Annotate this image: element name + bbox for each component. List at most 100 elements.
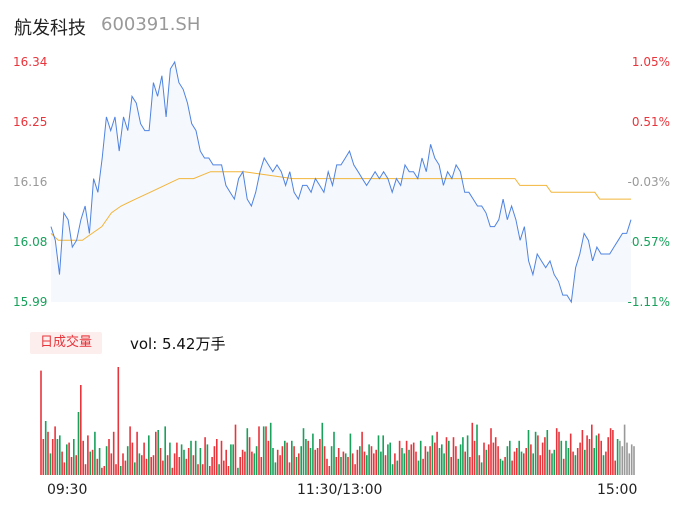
volume-bar	[562, 458, 565, 475]
volume-bar	[199, 448, 202, 475]
volume-bar	[370, 446, 373, 475]
volume-bar	[47, 431, 49, 475]
volume-bar	[415, 451, 417, 475]
volume-bar	[445, 437, 448, 475]
volume-bar	[302, 428, 305, 475]
volume-bar	[366, 455, 368, 475]
volume-bar	[626, 442, 628, 475]
volume-bar	[225, 449, 227, 475]
volume-bar	[572, 451, 574, 475]
volume-bar	[419, 440, 422, 475]
price-line	[50, 60, 632, 304]
volume-bar	[314, 449, 316, 475]
volume-bar	[237, 467, 239, 475]
volume-bars-layer	[40, 367, 635, 475]
volume-bar	[164, 426, 166, 475]
volume-bar	[434, 442, 436, 475]
stock-code: 600391.SH	[101, 14, 201, 35]
volume-bar	[138, 453, 141, 475]
volume-bar	[136, 431, 138, 475]
volume-bar	[591, 424, 593, 475]
volume-bar	[438, 448, 441, 475]
volume-bar	[431, 435, 434, 475]
volume-bar	[333, 431, 335, 475]
volume-bar	[612, 430, 614, 475]
volume-bar	[541, 442, 544, 475]
volume-bar	[131, 442, 134, 475]
volume-bar	[598, 433, 600, 475]
volume-bar	[162, 460, 164, 475]
volume-bar	[216, 439, 218, 475]
volume-bar	[87, 435, 89, 475]
volume-bar	[330, 446, 333, 475]
volume-bar	[628, 453, 631, 475]
stock-name: 航发科技	[14, 18, 86, 39]
volume-bar	[506, 446, 509, 475]
volume-bar	[478, 455, 481, 475]
volume-bar	[73, 439, 75, 475]
volume-bar	[262, 426, 265, 475]
volume-bar	[555, 428, 558, 475]
price-tick-label: 16.25	[13, 115, 48, 129]
volume-bar	[593, 448, 595, 475]
volume-bar	[342, 451, 345, 475]
volume-bar	[298, 453, 300, 475]
time-label-midday: 11:30/13:00	[297, 482, 383, 498]
volume-bar	[209, 466, 211, 475]
volume-bar	[258, 426, 260, 475]
volume-bar	[450, 457, 452, 475]
volume-bar	[426, 451, 429, 475]
volume-bar	[173, 453, 176, 475]
volume-bar	[178, 457, 181, 475]
price-tick-label: 16.34	[13, 55, 48, 69]
volume-bar	[382, 435, 384, 475]
volume-bar	[265, 426, 267, 475]
volume-bar	[558, 431, 560, 475]
price-area-layer	[51, 62, 631, 302]
volume-bar	[155, 431, 157, 475]
volume-bar	[511, 460, 513, 475]
volume-bar	[220, 440, 223, 475]
volume-bar	[288, 462, 291, 475]
volume-bar	[284, 440, 286, 475]
volume-bar	[466, 435, 469, 475]
volume-bar	[192, 455, 195, 475]
volume-bar	[579, 442, 581, 475]
volume-bar	[424, 446, 427, 475]
volume-bar	[187, 448, 190, 475]
volume-bar	[565, 440, 567, 475]
volume-bar	[384, 455, 387, 475]
pct-tick-label: 1.05%	[631, 55, 670, 69]
volume-bar	[80, 385, 82, 475]
volume-bar	[473, 440, 476, 475]
volume-bar	[94, 431, 96, 475]
volume-bar	[560, 440, 563, 475]
volume-bar	[305, 439, 307, 475]
volume-bar	[70, 457, 73, 475]
volume-bar	[398, 440, 401, 475]
volume-bar	[117, 367, 120, 475]
price-line-layer	[50, 60, 632, 304]
volume-bar	[246, 428, 249, 475]
volume-bar	[405, 440, 408, 475]
volume-bar	[75, 455, 77, 475]
volume-readout: vol: 5.42万手	[130, 335, 226, 353]
volume-bar	[230, 444, 232, 475]
volume-bar	[588, 439, 591, 475]
daily-volume-tab[interactable]: 日成交量	[30, 332, 103, 354]
volume-bar	[276, 449, 279, 475]
volume-bar	[530, 444, 532, 475]
volume-bar	[157, 430, 159, 475]
volume-bar	[539, 455, 541, 475]
volume-bar	[134, 462, 136, 475]
volume-bar	[190, 440, 192, 475]
volume-bar	[630, 444, 633, 475]
price-area	[51, 62, 631, 302]
volume-bar	[441, 444, 443, 475]
volume-bar	[110, 453, 113, 475]
volume-bar	[412, 442, 415, 475]
volume-bar	[518, 440, 520, 475]
pct-tick-label: 0.51%	[631, 115, 670, 129]
volume-bar	[436, 431, 438, 475]
volume-bar	[295, 457, 298, 475]
